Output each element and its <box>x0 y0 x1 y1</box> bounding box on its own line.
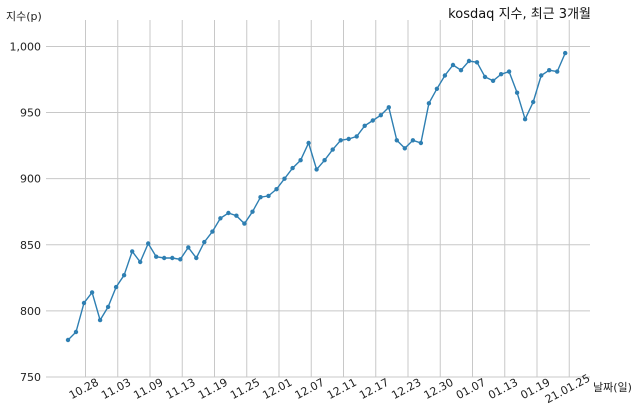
grid-layer <box>46 20 590 378</box>
data-point <box>121 273 127 278</box>
data-point <box>442 73 448 78</box>
data-point <box>322 158 327 163</box>
x-tick-label: 11.09 <box>131 376 165 402</box>
data-point <box>346 136 351 142</box>
data-point <box>298 158 303 163</box>
data-point <box>378 113 383 118</box>
data-point <box>531 99 536 105</box>
points-layer <box>65 50 568 343</box>
data-point <box>539 73 544 78</box>
data-point <box>466 58 472 64</box>
data-point <box>130 249 135 254</box>
data-point <box>178 257 183 262</box>
x-tick-label: 12.23 <box>389 376 423 402</box>
data-point <box>314 167 319 172</box>
data-point <box>338 138 343 143</box>
data-point <box>65 337 71 343</box>
data-point <box>97 317 103 323</box>
data-point <box>450 62 456 68</box>
data-point <box>402 146 407 151</box>
data-point <box>170 255 175 261</box>
data-point <box>250 209 255 214</box>
x-tick-label: 12.30 <box>422 376 456 402</box>
data-point <box>386 105 391 110</box>
data-point <box>290 165 295 171</box>
chart-title: kosdaq 지수, 최근 3개월 <box>448 7 591 22</box>
data-point <box>410 138 416 143</box>
x-tick-label: 12.01 <box>260 376 294 402</box>
data-point <box>418 140 424 146</box>
data-point <box>474 60 480 65</box>
data-point <box>514 90 520 95</box>
data-point <box>154 254 159 259</box>
data-point <box>226 210 231 216</box>
data-point <box>274 187 279 192</box>
y-tick-label: 950 <box>20 107 41 120</box>
data-point <box>354 134 359 139</box>
x-tick-label: 12.17 <box>357 376 391 402</box>
x-tick-label: 10.28 <box>67 376 101 402</box>
data-point <box>242 221 247 226</box>
data-point <box>81 300 87 306</box>
data-point <box>506 69 512 74</box>
data-point <box>146 241 151 246</box>
data-point <box>434 86 440 92</box>
data-point <box>105 304 111 310</box>
data-point <box>162 255 167 261</box>
data-point <box>394 138 399 143</box>
data-point <box>258 195 263 200</box>
data-point <box>234 213 239 218</box>
data-point <box>89 290 95 295</box>
data-point <box>194 255 199 261</box>
data-point <box>522 117 528 122</box>
data-point <box>186 245 191 250</box>
data-point <box>306 140 311 146</box>
series-line <box>67 52 566 341</box>
data-point <box>202 239 207 245</box>
x-tick-label: 12.07 <box>293 376 327 402</box>
y-tick-label: 800 <box>20 305 41 318</box>
data-point <box>563 50 568 56</box>
data-point <box>218 216 223 221</box>
data-point <box>330 147 335 152</box>
data-point <box>362 123 367 128</box>
x-tick-label: 11.19 <box>196 376 230 402</box>
x-tick-label: 11.03 <box>99 376 133 402</box>
data-point <box>266 193 271 199</box>
data-point <box>113 284 119 290</box>
y-axis-label: 지수(p) <box>6 10 42 23</box>
data-point <box>547 68 552 73</box>
y-tick-label: 750 <box>20 371 41 384</box>
data-point <box>482 74 488 80</box>
x-tick-label: 12.11 <box>325 376 359 402</box>
data-point <box>282 176 287 181</box>
x-tick-label: 11.13 <box>164 376 198 402</box>
data-point <box>426 101 432 106</box>
data-point <box>138 259 143 265</box>
data-point <box>555 69 560 74</box>
data-point <box>490 78 496 84</box>
data-point <box>498 72 504 77</box>
y-tick-label: 900 <box>20 173 41 186</box>
data-point <box>73 329 79 335</box>
y-tick-label: 850 <box>20 239 41 252</box>
x-tick-label: 11.25 <box>228 376 262 402</box>
y-tick-label: 1,000 <box>10 40 42 53</box>
x-tick-label: 01.07 <box>454 376 488 402</box>
data-point <box>370 118 375 123</box>
x-tick-label: 01.13 <box>486 376 520 402</box>
data-point <box>210 229 215 234</box>
x-axis-label: 날짜(일) <box>593 380 632 394</box>
data-point <box>458 68 464 73</box>
